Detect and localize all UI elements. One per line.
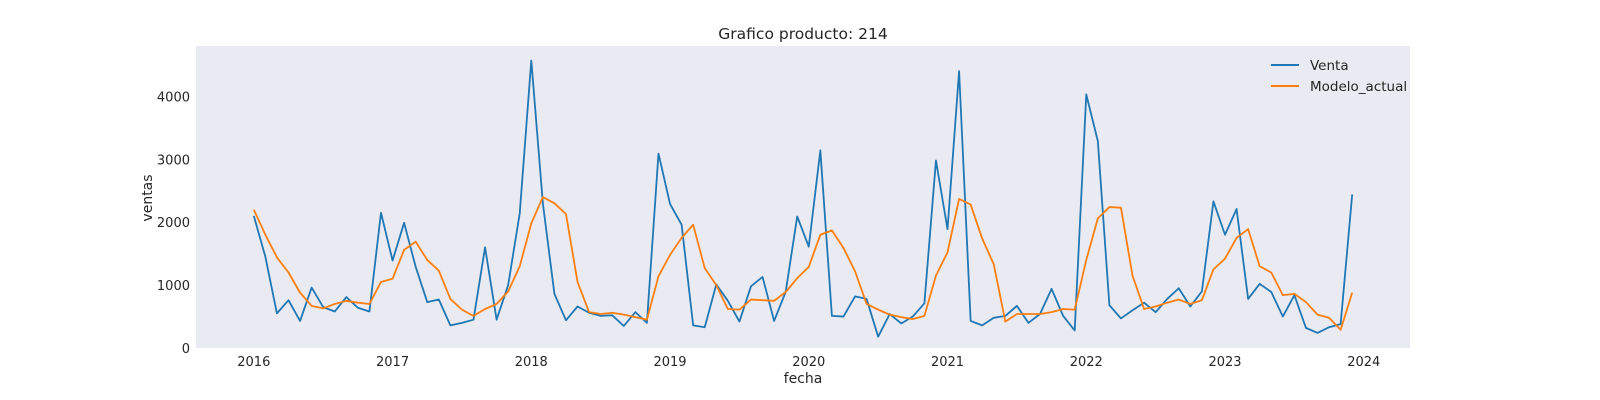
y-axis-ticks: 0 1000 2000 3000 4000 [157,90,190,357]
x-tick-label: 2016 [237,355,270,370]
x-tick-label: 2020 [792,355,825,370]
series-lines [252,59,1354,338]
x-axis-label: fecha [784,371,823,387]
y-tick-label: 1000 [157,279,190,294]
y-axis-label: ventas [140,174,156,221]
x-tick-label: 2019 [653,355,686,370]
series-line-venta [252,59,1354,338]
x-tick-label: 2018 [515,355,548,370]
y-tick-label: 4000 [157,90,190,105]
legend-label: Venta [1310,58,1349,74]
x-tick-label: 2022 [1070,355,1103,370]
x-axis-ticks: 2016 2017 2018 2019 2020 2021 2022 2023 2024 [237,355,1380,370]
x-tick-label: 2021 [931,355,964,370]
plot-area [196,46,1410,348]
y-tick-label: 2000 [157,216,190,231]
x-tick-label: 2017 [376,355,409,370]
legend-label: Modelo_actual [1310,79,1407,95]
series-line-modelo_actual [252,196,1354,331]
chart-title: Grafico producto: 214 [718,25,887,43]
x-tick-label: 2023 [1208,355,1241,370]
x-tick-label: 2024 [1347,355,1380,370]
y-tick-label: 3000 [157,153,190,168]
y-tick-label: 0 [182,342,190,357]
legend: Venta Modelo_actual [1271,58,1407,95]
